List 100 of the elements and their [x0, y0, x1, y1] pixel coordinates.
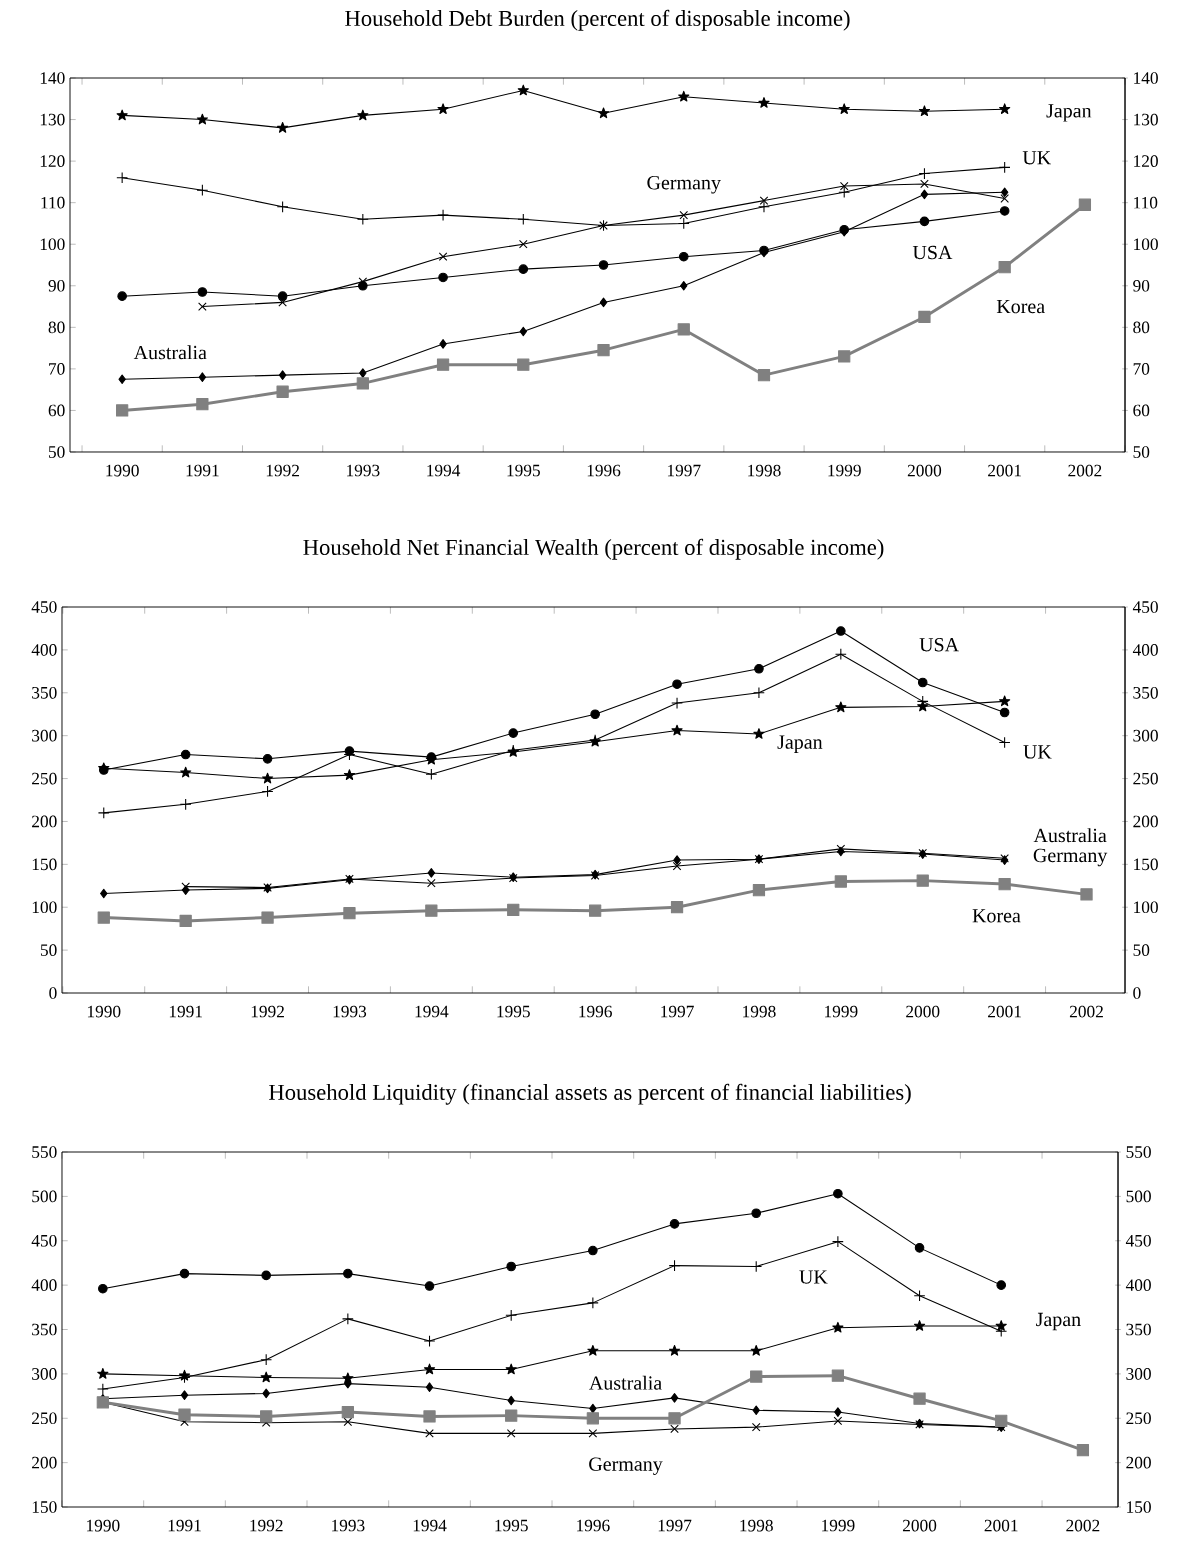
x-tick-label: 2002: [1066, 1519, 1100, 1532]
y-tick-label: 50: [48, 446, 65, 458]
y2-tick-label: 80: [1133, 321, 1150, 334]
y-tick-label: 60: [48, 404, 65, 417]
y-tick-label: 50: [40, 944, 57, 956]
y-tick-label: 450: [31, 601, 57, 613]
x-tick-label: 1999: [825, 1005, 858, 1018]
x-tick-label: 1994: [413, 1519, 447, 1532]
y2-tick-label: 50: [1133, 446, 1150, 458]
y2-tick-label: 300: [1126, 1368, 1151, 1380]
y-tick-label: 140: [40, 72, 65, 84]
y2-tick-label: 50: [1133, 944, 1150, 956]
y-tick-label: 200: [32, 1456, 57, 1469]
y2-tick-label: 450: [1132, 601, 1158, 613]
x-tick-label: 1999: [828, 464, 861, 477]
y-tick-label: 500: [32, 1190, 57, 1203]
x-tick-label: 1995: [507, 464, 540, 477]
x-tick-label: 1992: [251, 1005, 284, 1018]
series-label: Korea: [972, 909, 1021, 923]
chart-title: Household Net Financial Wealth (percent of disposable income): [303, 538, 884, 560]
y2-tick-label: 400: [1132, 644, 1158, 656]
x-tick-label: 1996: [577, 1519, 610, 1532]
series-label: Germany: [589, 1457, 663, 1475]
x-tick-label: 1990: [87, 1005, 121, 1018]
series-label: Germany: [647, 176, 721, 194]
y2-tick-label: 250: [1133, 772, 1158, 785]
y-tick-label: 300: [32, 729, 57, 742]
y-tick-label: 150: [32, 858, 57, 871]
x-tick-label: 2000: [902, 1519, 937, 1532]
y2-tick-label: 130: [1134, 113, 1158, 126]
y-tick-label: 550: [32, 1146, 57, 1158]
y2-tick-label: 500: [1126, 1190, 1151, 1203]
x-tick-label: 1991: [168, 1519, 201, 1532]
y2-tick-label: 60: [1133, 404, 1150, 417]
x-tick-label: 1991: [169, 1005, 202, 1018]
series-label: Australia: [589, 1375, 662, 1390]
series-label: UK: [1022, 151, 1051, 165]
y-tick-label: 250: [32, 1412, 57, 1425]
y2-tick-label: 150: [1134, 858, 1158, 871]
series-label: USA: [919, 638, 959, 652]
y2-tick-label: 250: [1126, 1412, 1151, 1425]
y-tick-label: 130: [40, 113, 65, 126]
x-tick-label: 1997: [658, 1519, 692, 1532]
y2-tick-label: 350: [1133, 686, 1158, 699]
x-tick-label: 1999: [822, 1519, 855, 1532]
x-tick-label: 1994: [415, 1005, 449, 1018]
legend-label: Japan: [1046, 104, 1092, 122]
x-tick-label: 1998: [748, 464, 781, 477]
y-tick-label: 250: [32, 772, 57, 785]
series-label: USA: [912, 245, 953, 260]
x-tick-label: 1993: [333, 1005, 367, 1018]
x-tick-label: 1991: [186, 464, 219, 477]
y2-tick-label: 450: [1125, 1234, 1151, 1247]
x-tick-label: 1995: [495, 1519, 528, 1532]
y2-tick-label: 120: [1134, 155, 1158, 167]
y-tick-label: 120: [40, 155, 65, 167]
y2-tick-label: 200: [1133, 815, 1158, 828]
x-tick-label: 1997: [667, 464, 701, 477]
x-tick-label: 1993: [347, 464, 380, 477]
y-tick-label: 350: [32, 1323, 57, 1336]
x-tick-label: 2002: [1068, 464, 1102, 477]
x-tick-label: 1993: [332, 1519, 365, 1532]
series-label: Japan: [1036, 1312, 1081, 1331]
y2-tick-label: 300: [1133, 729, 1158, 742]
chart-title: Household Liquidity (financial assets as percent of financial liabilities): [269, 1083, 911, 1105]
y2-tick-label: 140: [1134, 72, 1158, 84]
series-label: Japan: [777, 735, 823, 753]
series-label: UK: [799, 1270, 828, 1284]
x-tick-label: 2001: [984, 1519, 1018, 1532]
x-tick-label: 1992: [266, 464, 299, 477]
y2-tick-label: 90: [1133, 279, 1150, 292]
y-tick-label: 450: [31, 1234, 57, 1247]
x-tick-label: 1997: [661, 1005, 694, 1018]
y-tick-label: 200: [32, 815, 57, 828]
x-tick-label: 1994: [427, 464, 461, 477]
chart-title: Household Debt Burden (percent of disposable income): [345, 9, 850, 31]
y2-tick-label: 70: [1133, 363, 1150, 375]
x-tick-label: 1998: [740, 1519, 773, 1532]
y2-tick-label: 200: [1126, 1456, 1151, 1469]
y-tick-label: 400: [31, 1279, 57, 1291]
x-tick-label: 1990: [106, 464, 139, 477]
x-tick-label: 1995: [497, 1005, 530, 1018]
y2-tick-label: 110: [1134, 196, 1158, 209]
x-tick-label: 1990: [87, 1519, 120, 1532]
y-tick-label: 90: [48, 279, 65, 292]
y2-tick-label: 0: [1133, 987, 1141, 999]
series-label: UK: [1023, 745, 1052, 759]
x-tick-label: 1998: [743, 1005, 776, 1018]
y-tick-label: 0: [49, 987, 57, 999]
x-tick-label: 2002: [1069, 1005, 1103, 1018]
x-tick-label: 2000: [907, 464, 942, 477]
y2-tick-label: 550: [1126, 1146, 1151, 1158]
x-tick-label: 1996: [579, 1005, 612, 1018]
y2-tick-label: 400: [1125, 1279, 1151, 1291]
y-tick-label: 150: [32, 1501, 57, 1513]
series-label: Australia: [1033, 828, 1107, 843]
series-label: Australia: [133, 345, 207, 360]
series-label: Korea: [996, 299, 1045, 314]
y2-tick-label: 100: [1134, 901, 1158, 914]
y-tick-label: 80: [48, 321, 65, 334]
